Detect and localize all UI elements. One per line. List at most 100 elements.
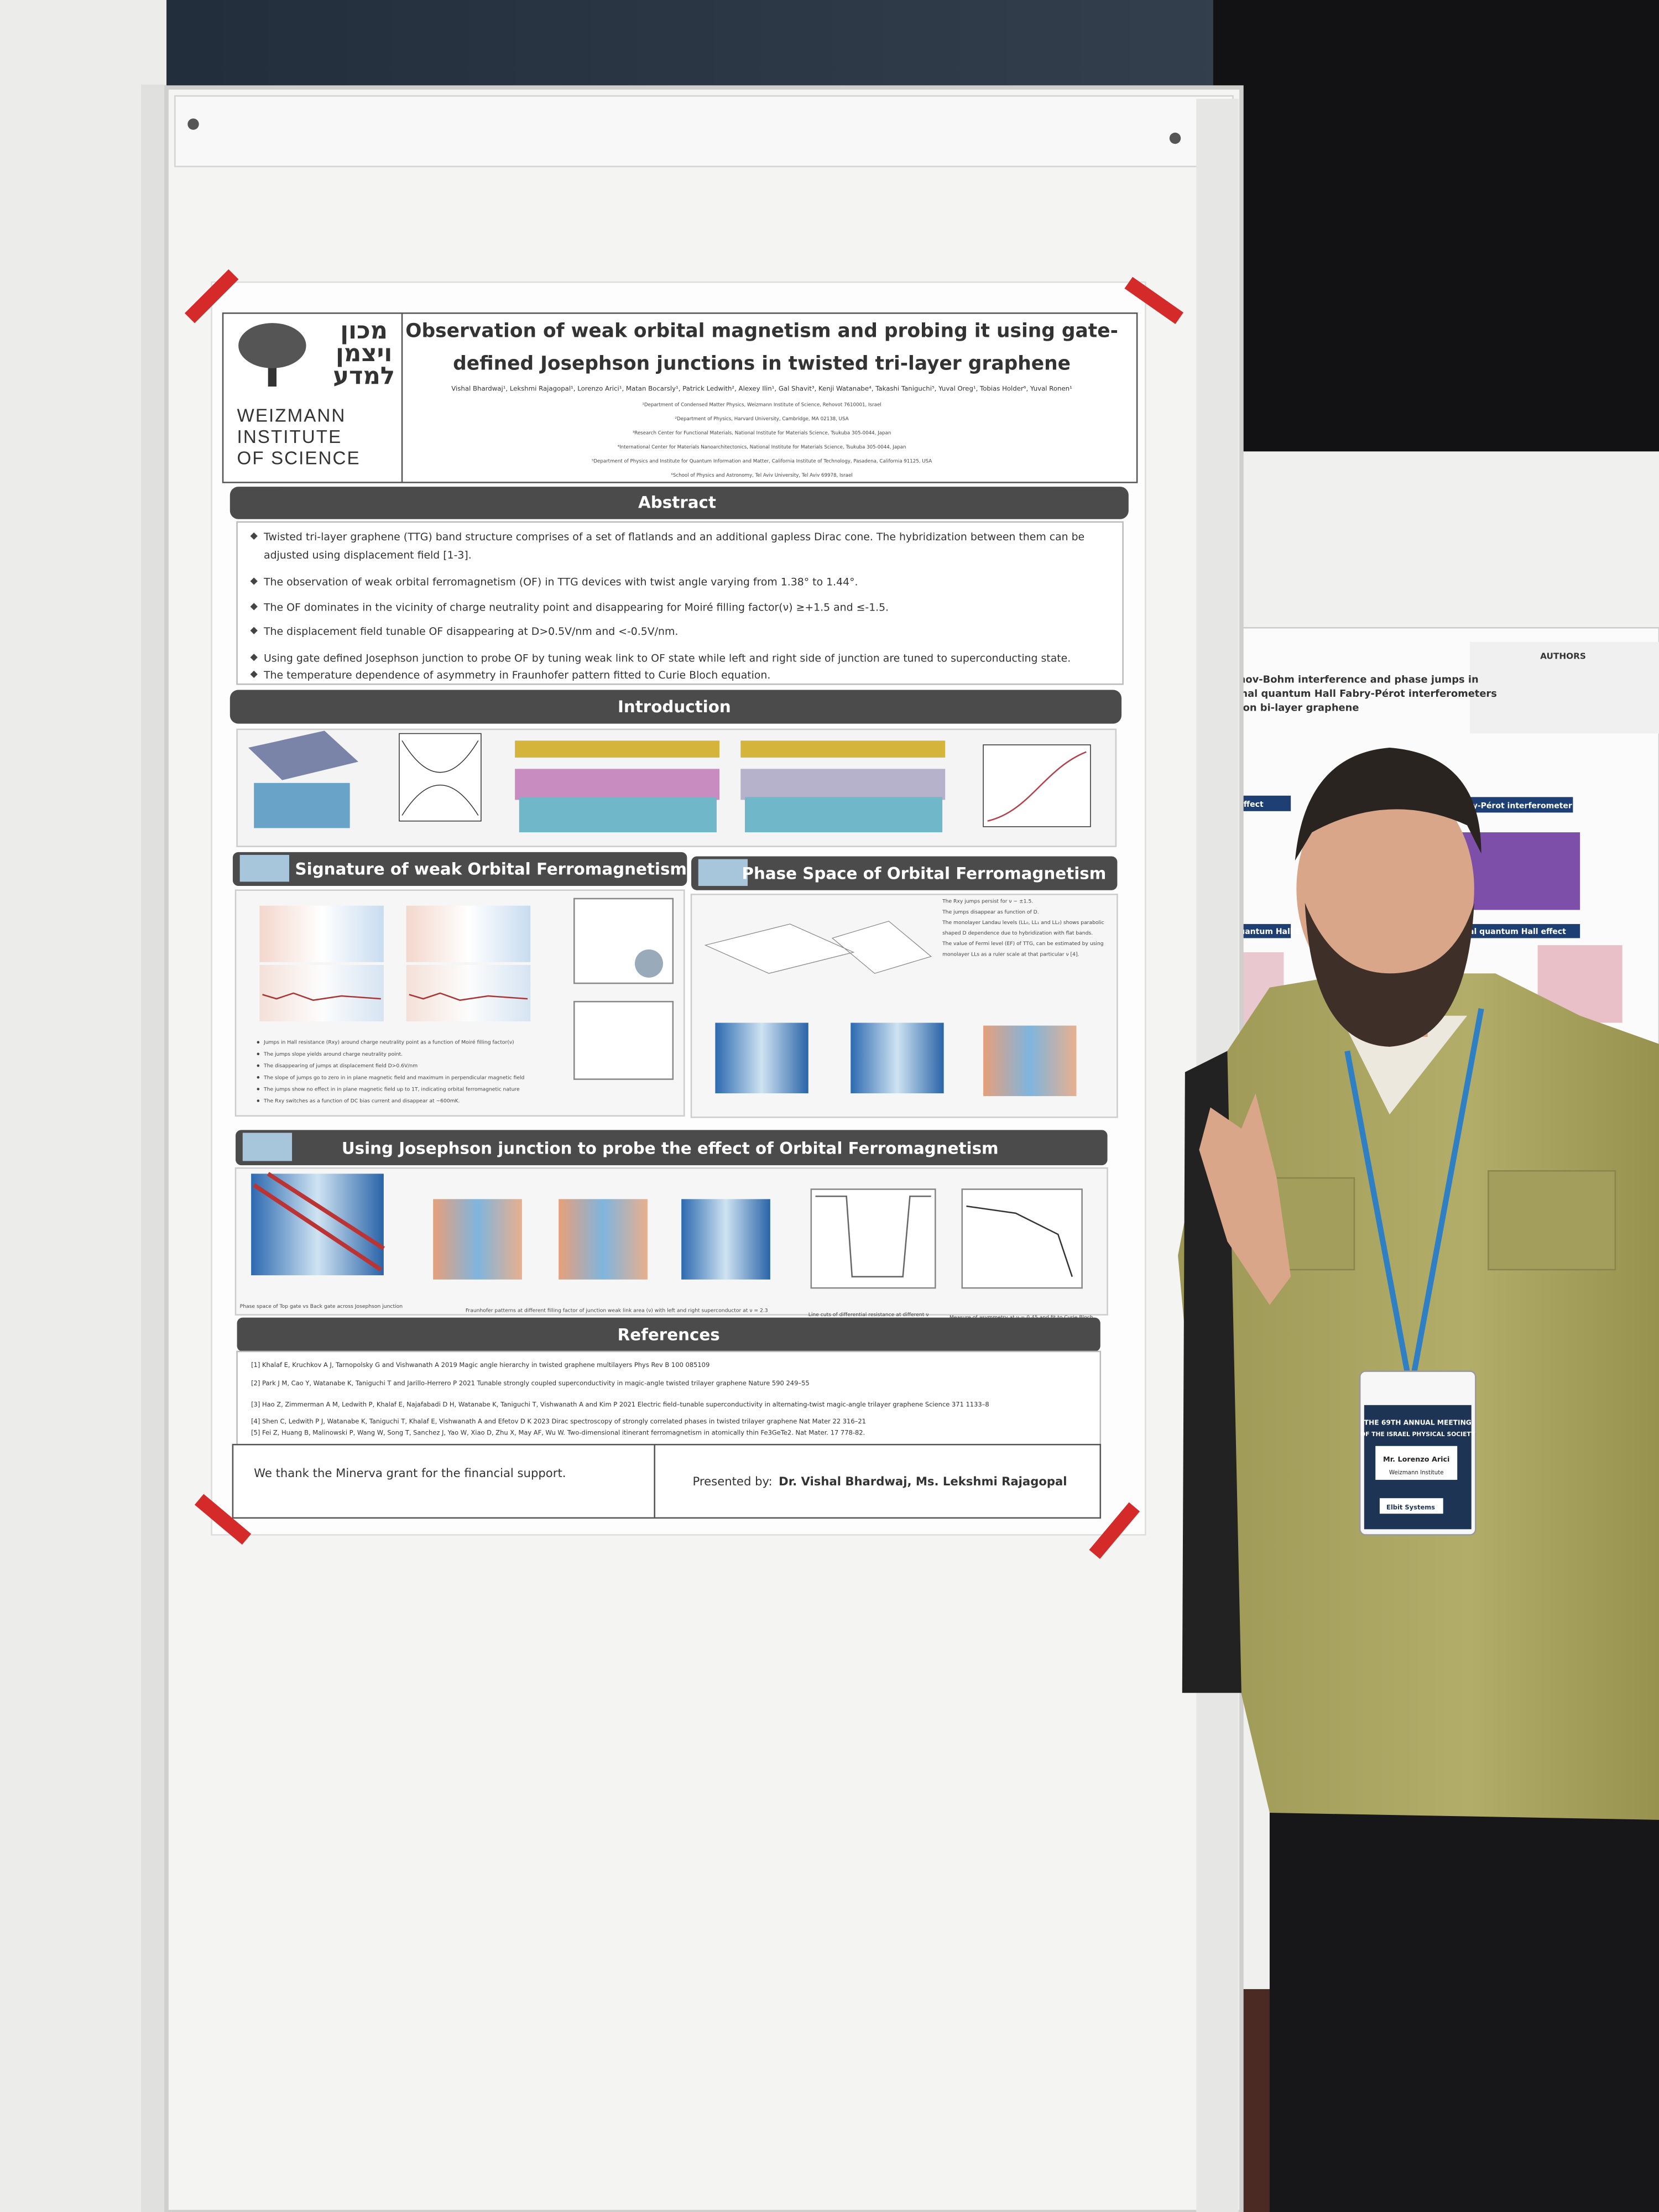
finding-text: The slope of jumps go to zero in in plan…	[263, 1074, 524, 1081]
finding-text: The value of Fermi level (EF) of TTG, ca…	[942, 941, 1104, 947]
reference: [2] Park J M, Cao Y, Watanabe K, Taniguc…	[251, 1379, 810, 1387]
section-bar	[229, 487, 1129, 519]
logo-hebrew: מכון	[340, 317, 388, 345]
affiliation: ³Research Center for Functional Material…	[633, 431, 891, 436]
abstract-text: adjusted using displacement field [1-3].	[264, 549, 472, 561]
bullet-list: The Rxy jumps persist for ν ~ ±1.5. The j…	[942, 899, 1104, 958]
figure-caption: Line cuts of differential resistance at …	[808, 1312, 929, 1318]
finding-text: The Rxy switches as a function of DC bia…	[263, 1098, 460, 1104]
finding-text: The jumps show no effect in in plane mag…	[263, 1086, 520, 1092]
tape	[184, 269, 1184, 1559]
neighbor-title: actional quantum Hall Fabry-Pérot interf…	[1213, 688, 1497, 700]
badge-sponsor: Elbit Systems	[1386, 1504, 1435, 1511]
abstract-box	[236, 521, 1124, 685]
abstract-text: The observation of weak orbital ferromag…	[263, 576, 858, 588]
figure-caption: Phase space of Top gate vs Back gate acr…	[240, 1303, 403, 1310]
institution: WEIZMANN	[237, 406, 346, 426]
neighbor-figure	[1453, 832, 1580, 910]
neighbor-heading: Fabry-Pérot interferometer	[1453, 802, 1572, 811]
institution: OF SCIENCE	[237, 448, 361, 468]
affiliation: ²Department of Physics, Harvard Universi…	[675, 416, 849, 422]
abstract-text: The OF dominates in the vicinity of char…	[263, 602, 889, 614]
presenters: Dr. Vishal Bhardwaj, Ms. Lekshmi Rajagop…	[779, 1474, 1067, 1488]
affiliation: ⁴International Center for Materials Nano…	[618, 445, 906, 450]
neighbor-heading: actional quantum Hall effect	[1442, 927, 1566, 936]
logo-hebrew: למדע	[333, 362, 395, 390]
section-icon	[239, 854, 289, 882]
reference: [4] Shen C, Ledwith P J, Watanabe K, Tan…	[251, 1417, 866, 1425]
section-icon	[698, 859, 748, 886]
bullet-icon	[257, 1076, 260, 1079]
poster-title: defined Josephson junctions in twisted t…	[453, 352, 1071, 374]
board-top-rail	[174, 95, 1234, 168]
phase-figures	[690, 894, 1118, 1118]
bullet-list: Jumps in Hall resistance (Rxy) around ch…	[257, 1040, 524, 1104]
reference: [3] Hao Z, Zimmerman A M, Ledwith P, Kha…	[251, 1400, 989, 1408]
section-bar	[232, 852, 687, 886]
neighbor-title: ased on bi-layer graphene	[1213, 702, 1359, 714]
neighbor-authors-heading: AUTHORS	[1540, 651, 1586, 661]
bullet-icon	[250, 532, 258, 540]
reference: [5] Fei Z, Huang B, Malinowski P, Wang W…	[251, 1428, 865, 1436]
bullet-icon	[257, 1052, 260, 1056]
left-panel	[0, 0, 167, 2212]
finding-text: The monolayer Landau levels (LL₀, LL₁ an…	[942, 920, 1104, 926]
institution: INSTITUTE	[237, 427, 342, 447]
reference: [1] Khalaf E, Kruchkov A J, Tarnopolsky …	[251, 1361, 709, 1369]
header-box	[222, 312, 1138, 483]
section-bar	[237, 1317, 1100, 1352]
section-heading: Abstract	[638, 493, 716, 512]
badge-name: Mr. Lorenzo Arici	[1383, 1455, 1449, 1464]
badge-name-box	[1375, 1446, 1458, 1480]
finding-text: The Rxy jumps persist for ν ~ ±1.5.	[942, 899, 1033, 905]
section-bar	[236, 1130, 1108, 1166]
acknowledgment: We thank the Minerva grant for the finan…	[254, 1466, 566, 1480]
finding-text: The jumps disappear as function of D.	[942, 909, 1039, 915]
logo-hebrew: ויצמן	[336, 340, 392, 367]
intro-figures	[236, 728, 1117, 847]
section-heading: Phase Space of Orbital Ferromagnetism	[742, 864, 1107, 883]
left-frame	[141, 85, 167, 2212]
section-heading: References	[618, 1325, 720, 1344]
finding-text: shaped D dependence due to hybridization…	[942, 930, 1093, 936]
affiliation: ⁶School of Physics and Astronomy, Tel Av…	[671, 473, 852, 478]
neighbor-authors-box	[1470, 641, 1659, 734]
section-bar	[229, 690, 1122, 724]
neighbor-title: haronov-Bohm interference and phase jump…	[1213, 674, 1479, 686]
section-heading: Signature of weak Orbital Ferromagnetism	[295, 860, 687, 879]
screw	[187, 118, 199, 130]
abstract-text: Twisted tri-layer graphene (TTG) band st…	[263, 531, 1084, 543]
bullet-icon	[257, 1088, 260, 1091]
section-heading: Using Josephson junction to probe the ef…	[342, 1139, 999, 1158]
affiliation: ¹Department of Condensed Matter Physics,…	[642, 403, 881, 408]
signature-figures	[234, 889, 685, 1117]
finding-text: monolayer LLs as a ruler scale at that p…	[942, 951, 1079, 957]
poster-title: Observation of weak orbital magnetism an…	[405, 320, 1118, 342]
authors: Vishal Bhardwaj¹, Lekshmi Rajagopal¹, Lo…	[451, 385, 1072, 393]
section-bar	[691, 856, 1118, 890]
badge-sponsor-box	[1379, 1498, 1443, 1514]
figure-caption: Fraunhofer patterns at different filling…	[466, 1307, 768, 1313]
bullet-list: Twisted tri-layer graphene (TTG) band st…	[250, 531, 1084, 681]
bullet-icon	[257, 1064, 260, 1067]
finding-text: The jumps slope yields around charge neu…	[263, 1051, 403, 1057]
footer-box	[232, 1443, 1102, 1519]
logo-tree	[238, 323, 306, 387]
section-heading: Introduction	[618, 697, 731, 716]
badge-affiliation: Weizmann Institute	[1389, 1470, 1444, 1476]
section-icon	[242, 1133, 293, 1161]
bullet-icon	[257, 1041, 260, 1044]
bullet-icon	[257, 1099, 260, 1102]
bullet-icon	[250, 654, 258, 661]
bullet-icon	[250, 577, 258, 585]
abstract-text: Using gate defined Josephson junction to…	[264, 652, 1071, 664]
curtain	[1213, 0, 1659, 459]
badge-event: THE 69TH ANNUAL MEETING	[1364, 1419, 1472, 1427]
abstract-text: The temperature dependence of asymmetry …	[263, 669, 770, 681]
finding-text: The disappearing of jumps at displacemen…	[263, 1063, 418, 1069]
abstract-text: The displacement field tunable OF disapp…	[263, 625, 678, 638]
screw	[1169, 132, 1181, 144]
badge-event: OF THE ISRAEL PHYSICAL SOCIETY	[1360, 1431, 1475, 1438]
